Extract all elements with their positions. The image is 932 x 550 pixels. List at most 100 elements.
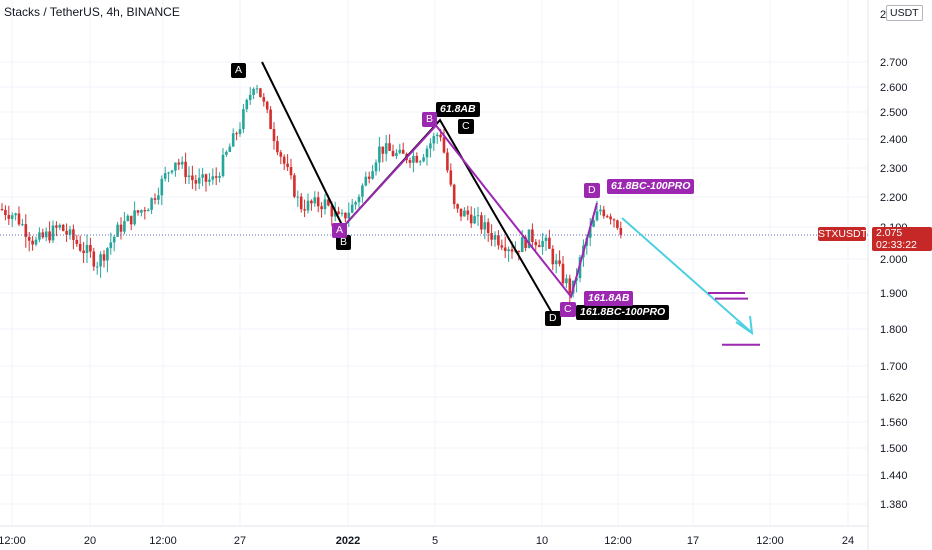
candle-body (248, 94, 252, 100)
candle-body (112, 236, 116, 243)
candle-body (10, 215, 14, 219)
candle-body (211, 176, 215, 180)
candle-body (327, 199, 330, 206)
black-ratio-ab: 61.8AB (436, 102, 480, 117)
price-tick: 1.500 (880, 443, 908, 455)
candle-body (65, 230, 68, 235)
candle-body (221, 154, 225, 176)
time-tick: 12:00 (149, 535, 177, 547)
candle-body (95, 266, 99, 268)
candle-body (89, 244, 92, 252)
candle-body (534, 241, 538, 246)
candle-body (497, 235, 500, 246)
candle-body (333, 211, 337, 217)
candle-body (330, 205, 334, 217)
candle-body (75, 239, 79, 244)
candle-body (361, 185, 364, 197)
candle-body (371, 171, 374, 179)
candle-body (259, 88, 262, 98)
candle-body (85, 244, 89, 254)
black-point-a: A (231, 63, 247, 78)
candle-body (616, 220, 619, 229)
candle-body (486, 222, 490, 234)
candle-body (133, 210, 136, 225)
candle-body (412, 155, 415, 163)
candle-body (160, 178, 164, 196)
candle-body (61, 224, 65, 231)
candle-body (367, 176, 371, 179)
candle-body (551, 248, 555, 265)
price-tick: 1.620 (880, 392, 908, 404)
candle-body (38, 232, 41, 240)
candle-body (503, 247, 507, 252)
candle-body (242, 109, 245, 130)
candle-body (44, 231, 48, 238)
candle-body (480, 215, 483, 230)
candle-body (150, 198, 153, 210)
candle-body (456, 204, 459, 209)
candle-body (129, 215, 133, 225)
candle-body (429, 143, 432, 149)
candle-body (609, 216, 612, 220)
candle-body (435, 134, 439, 137)
candle-body (197, 177, 201, 184)
projection-arrowhead (735, 315, 754, 336)
candle-body (245, 99, 249, 110)
candle-body (408, 160, 412, 163)
candle-body (306, 200, 310, 211)
candle-body (146, 209, 150, 212)
candle-body (476, 215, 480, 217)
candle-body (184, 161, 187, 178)
candle-body (102, 254, 106, 261)
candle-body (126, 215, 130, 222)
candle-body (388, 143, 391, 151)
time-tick: 24 (842, 535, 854, 547)
candle-body (78, 243, 82, 251)
symbol-badge: STXUSDT (818, 227, 868, 241)
time-tick: 27 (234, 535, 246, 547)
candle-body (565, 278, 568, 284)
price-tick: 2.000 (880, 254, 908, 266)
purple-point-d: D (584, 183, 600, 198)
candle-body (293, 175, 296, 197)
candle-body (401, 149, 405, 154)
purple-point-b: B (422, 112, 438, 127)
candle-body (92, 251, 96, 267)
chart-title: Stacks / TetherUS, 4h, BINANCE (4, 5, 180, 19)
price-tick: 1.440 (880, 470, 908, 482)
candle-body (235, 133, 238, 135)
last-price-number: 2.075 (876, 227, 903, 239)
candle-body (459, 208, 463, 217)
candle-body (323, 199, 327, 210)
candle-body (262, 97, 266, 102)
candle-body (364, 176, 368, 186)
candle-body (469, 214, 473, 224)
candle-body (27, 236, 31, 241)
candle-body (252, 88, 255, 95)
price-tick: 1.900 (880, 288, 908, 300)
candle-body (310, 200, 313, 204)
candle-body (595, 211, 599, 221)
candle-body (157, 195, 160, 200)
black-ratio-bc: 161.8BC-100PRO (576, 305, 670, 320)
candle-body (473, 216, 476, 224)
candle-body (463, 210, 466, 217)
candle-body (490, 233, 493, 240)
currency-button[interactable]: USDT (886, 5, 923, 21)
candle-body (391, 150, 395, 157)
candle-body (313, 197, 317, 204)
candle-body (201, 174, 204, 178)
candle-body (272, 129, 276, 142)
candle-body (344, 212, 347, 219)
candle-body (238, 129, 242, 134)
price-tick: 2.400 (880, 134, 908, 146)
candle-body (231, 133, 235, 147)
candle-body (265, 101, 269, 110)
price-tick: 1.380 (880, 499, 908, 511)
candle-body (378, 146, 381, 163)
candle-body (177, 162, 181, 165)
candle-body (214, 176, 218, 178)
candle-body (99, 254, 102, 267)
candle-body (548, 237, 551, 249)
